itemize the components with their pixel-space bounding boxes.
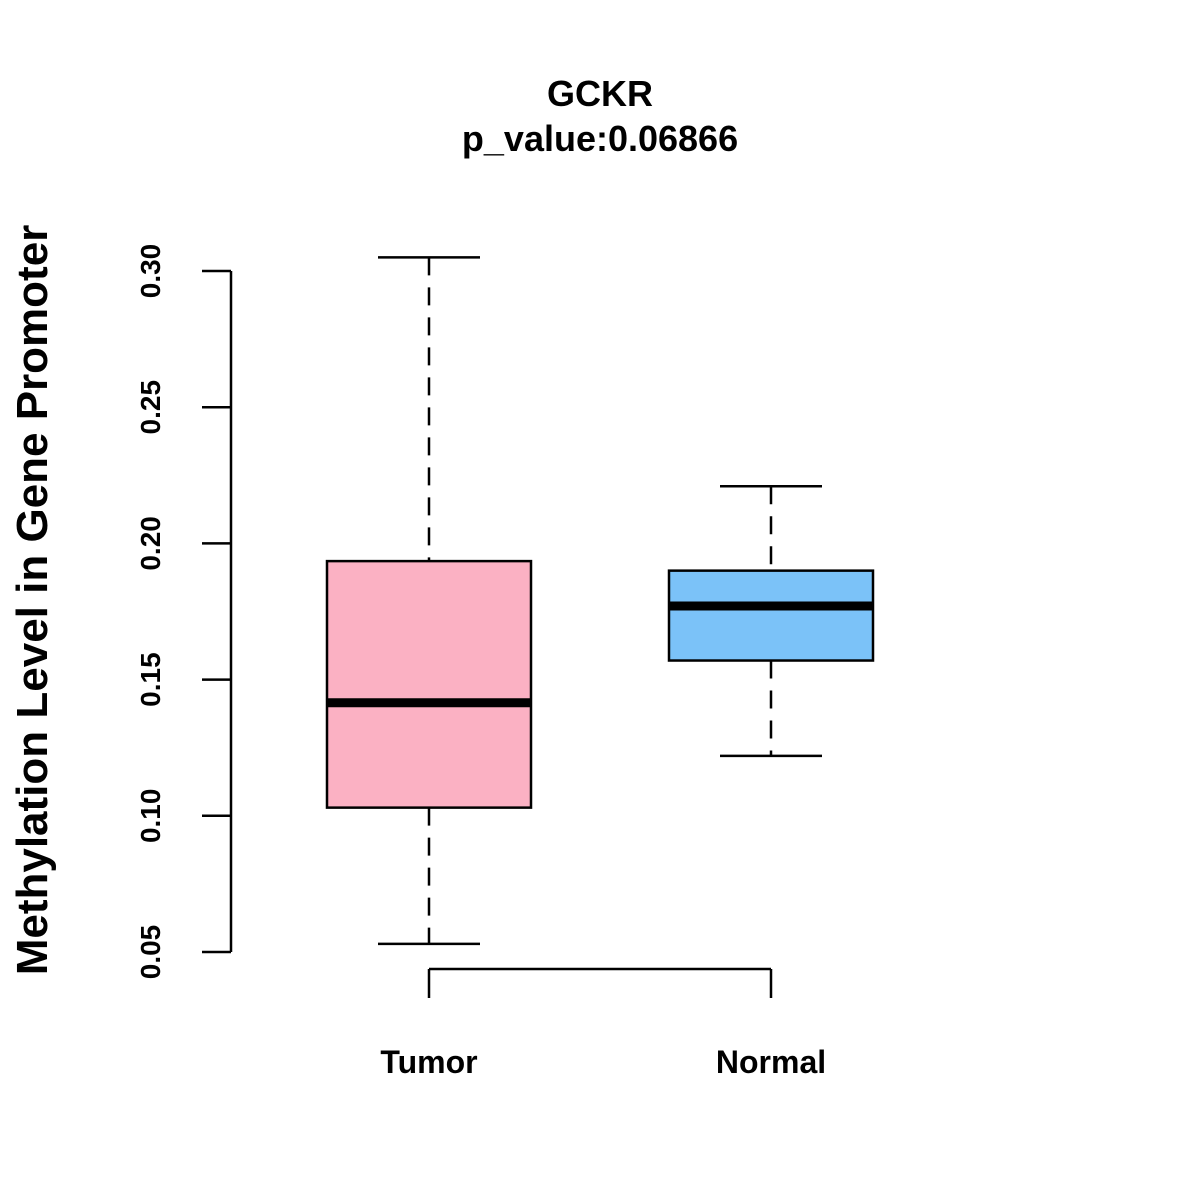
normal-box [667,569,875,662]
x-category-label-normal: Normal [716,1044,826,1080]
y-tick-label-2: 0.15 [135,652,166,707]
plot-area: 0.05 0.10 0.15 0.20 0.25 0.30 Tumor Normal [135,244,875,1080]
y-axis-label: Methylation Level in Gene Promoter [8,225,57,976]
y-tick-label-1: 0.10 [135,789,166,844]
y-tick-label-5: 0.30 [135,244,166,299]
y-tick-label-3: 0.20 [135,516,166,571]
x-category-label-tumor: Tumor [380,1044,477,1080]
chart-subtitle: p_value:0.06866 [462,118,738,159]
tumor-box [325,559,533,809]
y-tick-label-0: 0.05 [135,925,166,980]
y-tick-label-4: 0.25 [135,380,166,435]
chart-title: GCKR [547,73,653,114]
